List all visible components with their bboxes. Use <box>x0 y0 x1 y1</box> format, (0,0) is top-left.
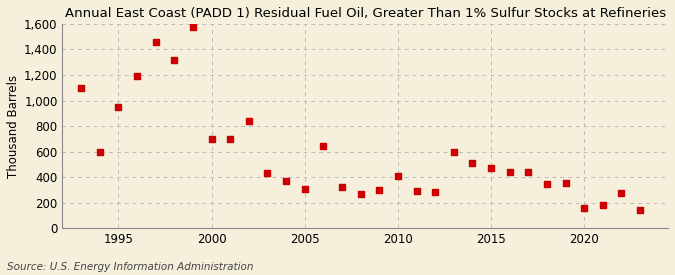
Point <box>206 137 217 142</box>
Point <box>430 190 441 195</box>
Point <box>597 202 608 207</box>
Point <box>95 149 105 154</box>
Title: Annual East Coast (PADD 1) Residual Fuel Oil, Greater Than 1% Sulfur Stocks at R: Annual East Coast (PADD 1) Residual Fuel… <box>65 7 666 20</box>
Text: Source: U.S. Energy Information Administration: Source: U.S. Energy Information Administ… <box>7 262 253 272</box>
Point <box>188 25 198 29</box>
Point <box>523 170 534 174</box>
Point <box>169 57 180 62</box>
Point <box>151 40 161 44</box>
Point <box>411 188 422 193</box>
Point <box>560 181 571 185</box>
Point <box>355 191 366 196</box>
Point <box>225 137 236 141</box>
Point <box>299 187 310 191</box>
Point <box>541 181 552 186</box>
Point <box>281 179 292 183</box>
Point <box>634 208 645 213</box>
Point <box>392 174 403 178</box>
Point <box>485 165 496 170</box>
Point <box>504 170 515 174</box>
Point <box>467 161 478 165</box>
Point <box>262 171 273 175</box>
Point <box>318 144 329 148</box>
Point <box>374 188 385 192</box>
Point <box>132 74 142 78</box>
Point <box>616 191 627 195</box>
Point <box>113 105 124 109</box>
Point <box>448 149 459 154</box>
Point <box>244 119 254 123</box>
Point <box>76 86 86 90</box>
Point <box>578 206 589 211</box>
Y-axis label: Thousand Barrels: Thousand Barrels <box>7 75 20 178</box>
Point <box>337 185 348 189</box>
